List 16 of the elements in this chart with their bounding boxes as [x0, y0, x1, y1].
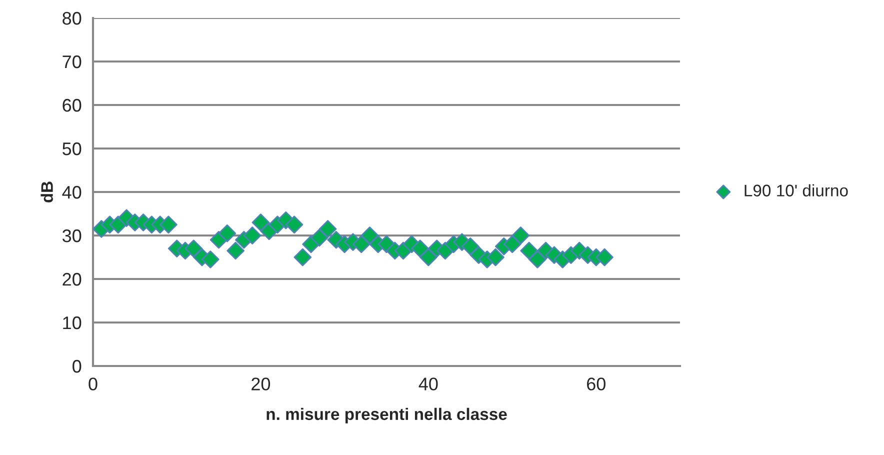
y-tick-label: 60	[62, 98, 82, 112]
legend-label: L90 10' diurno	[744, 184, 848, 196]
y-tick-label: 40	[62, 186, 82, 199]
x-tick-label: 40	[418, 378, 438, 390]
x-axis-title: n. misure presenti nella classe	[266, 408, 507, 424]
y-axis-title: dB	[40, 182, 53, 202]
x-tick-label: 60	[587, 378, 606, 390]
y-tick-label: 80	[62, 12, 82, 25]
y-tick-label: 10	[63, 316, 82, 330]
y-tick-label: 30	[62, 229, 82, 242]
y-tick-label: 50	[62, 142, 82, 156]
y-tick-label: 20	[62, 272, 82, 286]
y-tick-label: 70	[62, 55, 82, 68]
x-tick-label: 0	[88, 378, 98, 390]
x-tick-label: 20	[252, 378, 270, 390]
y-tick-label: 0	[72, 360, 82, 373]
